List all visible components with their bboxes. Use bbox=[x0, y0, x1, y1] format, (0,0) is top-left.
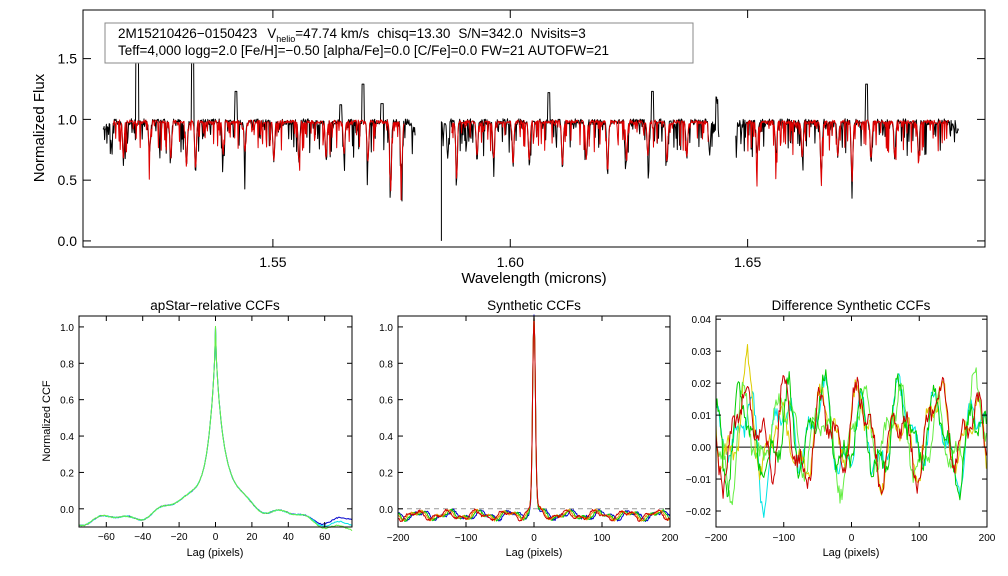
x-tick-label: 1.60 bbox=[497, 254, 524, 270]
difference-ccf-series bbox=[715, 344, 987, 518]
spectrum-ylabel: Normalized Flux bbox=[31, 73, 48, 182]
y-tick-label: −0.02 bbox=[686, 507, 712, 518]
spectrum-series bbox=[102, 27, 959, 241]
x-tick-label: −200 bbox=[705, 533, 728, 544]
spectrum-xlabel: Wavelength (microns) bbox=[461, 270, 606, 287]
apstar-ccf-title: apStar−relative CCFs bbox=[150, 298, 280, 313]
y-tick-label: 0.01 bbox=[692, 411, 712, 422]
info-line-1: 2M15210426−0150423 Vhelio=47.74 km/s chisq… bbox=[118, 26, 586, 44]
y-tick-label: 0.00 bbox=[692, 443, 712, 454]
spectrum-axes: 1.55 1.60 1.65 0.0 0.5 1.0 1.5 bbox=[58, 10, 985, 270]
apstar-ccf-ylabel: Normalized CCF bbox=[41, 380, 53, 462]
y-tick-label: 1.5 bbox=[58, 51, 78, 67]
y-tick-label: 0.02 bbox=[692, 379, 712, 390]
x-tick-label: 0 bbox=[213, 532, 219, 543]
apstar-ccf-axes: −60 −40 −20 0 20 40 60 0.0 0.2 0.4 0.6 0.8 1.0 bbox=[60, 316, 352, 543]
y-tick-label: 0.4 bbox=[379, 432, 393, 443]
y-tick-label: 0.4 bbox=[60, 432, 74, 443]
difference-ccf-axes: −200 −100 0 100 200 −0.02 −0.01 0.00 0.01 0.02 0.0… bbox=[686, 315, 996, 544]
x-tick-label: 40 bbox=[283, 532, 295, 543]
x-tick-label: 60 bbox=[319, 532, 331, 543]
y-tick-label: 0.8 bbox=[60, 359, 74, 370]
synthetic-ccf-xlabel: Lag (pixels) bbox=[506, 547, 563, 559]
vhelio-label: V bbox=[267, 26, 276, 41]
y-tick-label: 0.8 bbox=[379, 359, 393, 370]
difference-ccf-line-4 bbox=[715, 369, 987, 501]
model-spectrum-chip-1 bbox=[112, 119, 405, 201]
x-tick-label: 100 bbox=[594, 533, 611, 544]
y-tick-label: 0.0 bbox=[60, 505, 74, 516]
difference-ccf-line-5 bbox=[715, 375, 987, 499]
synthetic-ccf-panel: Synthetic CCFs −200 −100 0 100 200 0.0 0.2 0.4 0… bbox=[379, 298, 679, 559]
y-tick-label: 1.0 bbox=[379, 323, 393, 334]
model-spectrum-chip-2 bbox=[451, 119, 709, 179]
apstar-ccf-xlabel: Lag (pixels) bbox=[187, 547, 244, 559]
difference-ccf-line-1 bbox=[715, 373, 987, 518]
x-tick-label: 0 bbox=[531, 533, 537, 544]
synthetic-ccf-axes: −200 −100 0 100 200 0.0 0.2 0.4 0.6 0.8 1.0 bbox=[379, 316, 679, 544]
synthetic-ccf-title: Synthetic CCFs bbox=[487, 298, 581, 313]
y-tick-label: 0.0 bbox=[58, 233, 78, 249]
info-box-frame bbox=[104, 22, 694, 64]
difference-ccf-panel: Difference Synthetic CCFs −200 −100 0 100 20… bbox=[686, 298, 996, 559]
x-tick-label: −20 bbox=[171, 532, 188, 543]
chisq-value: chisq=13.30 bbox=[377, 26, 450, 41]
y-tick-label: 0.2 bbox=[60, 468, 74, 479]
difference-ccf-xlabel: Lag (pixels) bbox=[823, 547, 880, 559]
x-tick-label: 100 bbox=[911, 533, 928, 544]
difference-ccf-title: Difference Synthetic CCFs bbox=[772, 298, 931, 313]
vhelio-subscript: helio bbox=[276, 34, 295, 44]
x-tick-label: 1.65 bbox=[734, 254, 761, 270]
y-tick-label: −0.01 bbox=[686, 475, 712, 486]
x-tick-label: −60 bbox=[98, 532, 115, 543]
y-tick-label: 0.2 bbox=[379, 468, 393, 479]
nvisits-value: Nvisits=3 bbox=[531, 26, 586, 41]
info-line-2: Teff=4,000 logg=2.0 [Fe/H]=−0.50 [alpha/… bbox=[118, 43, 609, 58]
y-tick-label: 0.04 bbox=[692, 315, 712, 326]
y-tick-label: 1.0 bbox=[58, 111, 78, 127]
x-tick-label: −40 bbox=[134, 532, 151, 543]
spectrum-plot-frame bbox=[82, 9, 986, 248]
x-tick-label: 0 bbox=[849, 533, 855, 544]
x-tick-label: 200 bbox=[979, 533, 996, 544]
info-box: 2M15210426−0150423 Vhelio=47.74 km/s chisq… bbox=[104, 22, 694, 64]
x-tick-label: −100 bbox=[455, 533, 478, 544]
x-tick-label: 1.55 bbox=[259, 254, 286, 270]
y-tick-label: 0.6 bbox=[379, 396, 393, 407]
difference-ccf-line-3 bbox=[715, 367, 987, 506]
y-tick-label: 0.03 bbox=[692, 347, 712, 358]
x-tick-label: 20 bbox=[246, 532, 258, 543]
apstar-ccf-line-3 bbox=[78, 325, 353, 532]
star-id: 2M15210426−0150423 bbox=[118, 26, 257, 41]
y-tick-label: 0.6 bbox=[60, 396, 74, 407]
x-tick-label: −200 bbox=[387, 533, 410, 544]
y-tick-label: 0.0 bbox=[379, 505, 393, 516]
y-tick-label: 1.0 bbox=[60, 323, 74, 334]
model-spectrum-chip-3 bbox=[745, 119, 949, 187]
x-tick-label: 200 bbox=[662, 533, 679, 544]
spectrum-panel: 1.55 1.60 1.65 0.0 0.5 1.0 1.5 Wavelength (mic… bbox=[31, 9, 986, 287]
snr-value: S/N=342.0 bbox=[458, 26, 522, 41]
vhelio-value: =47.74 km/s bbox=[295, 26, 369, 41]
x-tick-label: −100 bbox=[772, 533, 795, 544]
y-tick-label: 0.5 bbox=[58, 172, 78, 188]
apstar-ccf-series bbox=[78, 325, 353, 532]
apstar-ccf-panel: apStar−relative CCFs −60 −40 −20 0 20 40 60 0.0… bbox=[41, 298, 353, 559]
